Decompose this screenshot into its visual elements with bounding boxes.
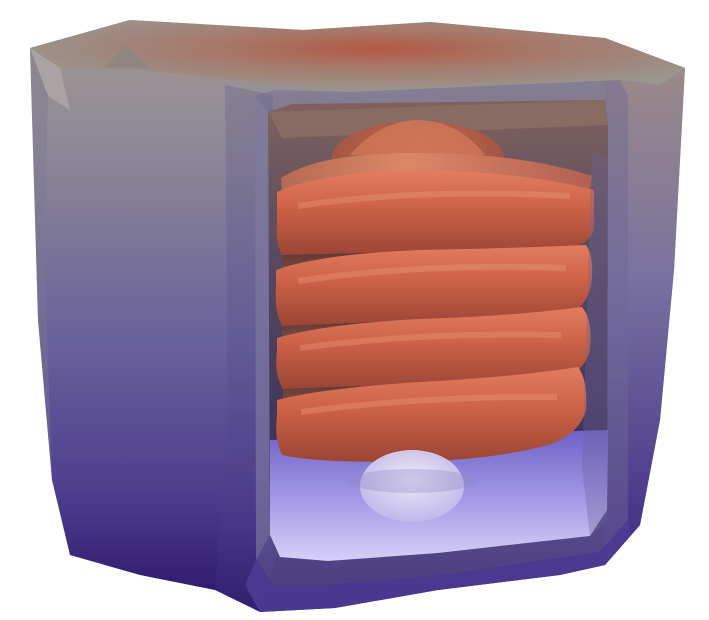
coil-top-cap bbox=[281, 152, 592, 194]
top-notch bbox=[105, 45, 150, 68]
coil-highlights bbox=[297, 190, 571, 415]
housing-right-face bbox=[600, 38, 685, 565]
left-edge-shade bbox=[30, 48, 52, 480]
left-chamfer bbox=[30, 48, 70, 110]
left-inner-wall-edge bbox=[255, 96, 270, 560]
coil-turns bbox=[275, 171, 594, 462]
housing-top-face bbox=[30, 20, 685, 92]
bottom-lip bbox=[245, 520, 630, 612]
right-inner-pillar bbox=[582, 150, 608, 536]
left-face-shadow bbox=[215, 85, 276, 612]
inner-top-bevel bbox=[268, 100, 608, 138]
bottom-bulge bbox=[360, 450, 464, 522]
bottom-bulge-rim bbox=[348, 469, 476, 493]
core-dome-highlight bbox=[350, 120, 485, 155]
